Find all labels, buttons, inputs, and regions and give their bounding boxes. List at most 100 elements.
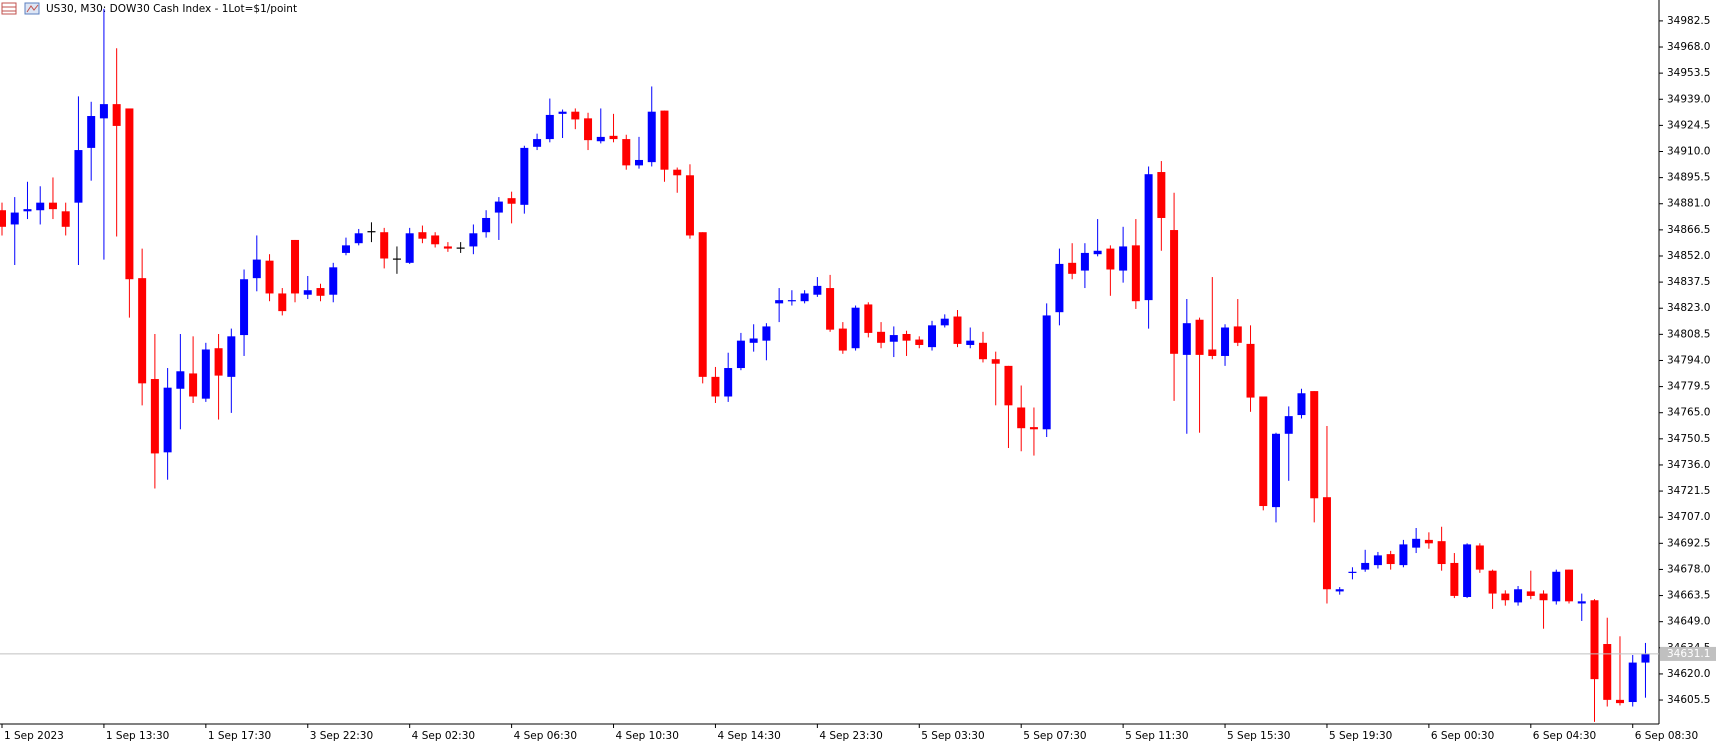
- candle-body: [813, 285, 822, 295]
- candle-body: [1310, 391, 1319, 499]
- candle-body: [851, 307, 860, 349]
- candle-body: [74, 150, 83, 203]
- y-tick-label: 34852.0: [1667, 250, 1710, 262]
- candle-body: [966, 340, 975, 345]
- candle-body: [125, 108, 134, 280]
- y-tick-label: 34924.5: [1667, 119, 1710, 131]
- y-tick-label: 34605.5: [1667, 694, 1710, 706]
- header-icons: [1, 2, 40, 15]
- candle-body: [800, 293, 809, 302]
- x-tick-label: 5 Sep 19:30: [1329, 730, 1392, 742]
- candle-body: [418, 232, 427, 239]
- y-tick-label: 34765.0: [1667, 407, 1710, 419]
- x-tick-label: 5 Sep 03:30: [921, 730, 984, 742]
- x-tick-label: 6 Sep 00:30: [1431, 730, 1494, 742]
- candle-body: [1603, 644, 1612, 700]
- x-tick-label: 5 Sep 15:30: [1227, 730, 1290, 742]
- candle-body: [494, 201, 503, 213]
- candle-body: [1615, 699, 1624, 704]
- x-tick-label: 5 Sep 11:30: [1125, 730, 1188, 742]
- candle-body: [762, 326, 771, 341]
- candle-body: [23, 209, 32, 212]
- y-tick-label: 34866.5: [1667, 224, 1710, 236]
- candle-body: [252, 259, 261, 279]
- candle-body: [596, 136, 605, 142]
- candle-body: [1055, 263, 1064, 313]
- candle-body: [392, 258, 401, 260]
- candle-body: [10, 212, 19, 225]
- candle-body: [826, 288, 835, 330]
- candle-body: [1475, 545, 1484, 570]
- x-tick-label: 6 Sep 04:30: [1533, 730, 1596, 742]
- candle-body: [558, 111, 567, 114]
- candle-body: [150, 379, 159, 454]
- candle-body: [1335, 589, 1344, 592]
- candle-body: [291, 239, 300, 294]
- x-tick-label: 3 Sep 22:30: [310, 730, 373, 742]
- candle-body: [0, 210, 6, 227]
- candle-body: [431, 235, 440, 245]
- icon-table: [1, 2, 17, 15]
- x-tick-label: 4 Sep 10:30: [616, 730, 679, 742]
- candle-body: [1361, 562, 1370, 570]
- candle-body: [787, 300, 796, 302]
- candle-body: [1386, 554, 1395, 565]
- candle-body: [635, 159, 643, 166]
- y-tick-label: 34939.0: [1667, 93, 1710, 105]
- candle-body: [889, 335, 898, 342]
- candle-body: [48, 202, 57, 210]
- icon-line: [26, 4, 39, 13]
- candle-body: [1590, 600, 1599, 680]
- candle-body: [507, 198, 516, 204]
- candle-body: [647, 111, 656, 163]
- candle-body: [1157, 172, 1166, 218]
- x-tick-label: 5 Sep 07:30: [1023, 730, 1086, 742]
- candle-body: [1208, 349, 1217, 356]
- y-tick-label: 34895.5: [1667, 172, 1710, 184]
- candle-body: [940, 318, 949, 326]
- candle-body: [99, 104, 108, 119]
- y-tick-label: 34620.0: [1667, 668, 1710, 680]
- candle-body: [1399, 544, 1408, 566]
- x-tick-label: 4 Sep 14:30: [717, 730, 780, 742]
- candle-body: [176, 371, 185, 389]
- x-tick-label: 1 Sep 13:30: [106, 730, 169, 742]
- y-tick-label: 34736.0: [1667, 459, 1710, 471]
- candle-body: [469, 233, 478, 247]
- candle-body: [1450, 562, 1459, 596]
- candle-body: [341, 245, 350, 253]
- candle-body: [189, 373, 198, 397]
- y-tick-label: 34663.5: [1667, 590, 1710, 602]
- candle-body: [711, 376, 720, 397]
- candle-body: [456, 247, 465, 249]
- candle-body: [1170, 230, 1179, 354]
- y-tick-label: 34968.0: [1667, 41, 1710, 53]
- candle-body: [1577, 601, 1586, 604]
- candle-body: [1463, 544, 1472, 597]
- candle-body: [1539, 593, 1548, 601]
- candle-body: [673, 169, 682, 176]
- candle-body: [1195, 319, 1204, 355]
- candle-body: [1284, 416, 1293, 434]
- y-tick-label: 34649.0: [1667, 616, 1710, 628]
- candle-body: [1565, 569, 1574, 602]
- x-tick-label: 4 Sep 02:30: [412, 730, 475, 742]
- candle-body: [1641, 653, 1650, 663]
- candle-body: [1042, 315, 1051, 430]
- icon-chart: [24, 2, 40, 15]
- candle-body: [902, 333, 911, 341]
- candle-body: [838, 328, 847, 351]
- candle-body: [329, 267, 338, 295]
- candle-body: [1144, 174, 1153, 301]
- candle-body: [1259, 396, 1268, 507]
- y-tick-label: 34707.0: [1667, 511, 1710, 523]
- candle-body: [201, 349, 210, 399]
- y-tick-label: 34721.5: [1667, 485, 1710, 497]
- candle-body: [380, 232, 389, 259]
- y-tick-label: 34794.0: [1667, 354, 1710, 366]
- y-tick-label: 34953.5: [1667, 67, 1710, 79]
- candle-body: [1514, 589, 1523, 603]
- candle-body: [227, 336, 236, 377]
